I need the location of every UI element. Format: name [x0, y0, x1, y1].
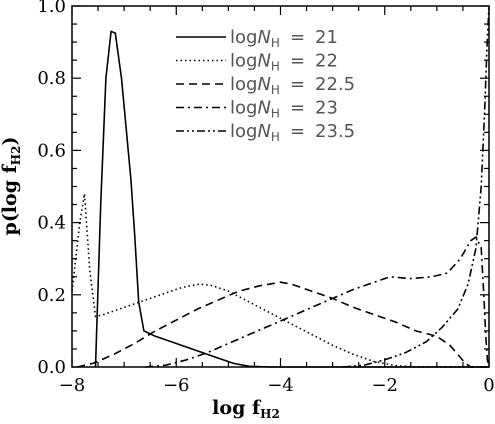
series-line-23 — [144, 236, 490, 368]
y-tick-label: 0.8 — [37, 68, 66, 89]
legend-label: logNH = 22.5 — [230, 74, 355, 97]
legend-label: logNH = 23 — [230, 98, 338, 121]
y-tick-label: 0.6 — [37, 140, 66, 161]
plot-frame — [71, 5, 490, 368]
legend-label: logNH = 22 — [230, 51, 338, 74]
x-tick-label: −8 — [59, 375, 86, 396]
x-tick-label: −2 — [371, 375, 398, 396]
legend-label: logNH = 21 — [230, 27, 338, 50]
y-tick-label: 1.0 — [37, 0, 66, 17]
y-tick-label: 0.2 — [37, 285, 66, 306]
x-axis-title: log fH2 — [212, 397, 280, 421]
series-line-22-5 — [77, 281, 489, 368]
x-tick-label: −6 — [163, 375, 190, 396]
legend-label: logNH = 23.5 — [230, 121, 355, 144]
y-tick-label: 0.4 — [37, 213, 66, 234]
axis-ticks: −8 −6 −4 −2 0 0.0 0.2 0.4 0.6 0.8 1.0 — [37, 0, 494, 396]
x-tick-label: −4 — [267, 375, 294, 396]
y-tick-label: 0.0 — [37, 357, 66, 378]
series-layer — [71, 5, 490, 368]
series-line-23-5 — [343, 5, 490, 368]
y-axis-title: p(log fH2) — [0, 137, 23, 236]
x-tick-label: 0 — [483, 375, 494, 396]
